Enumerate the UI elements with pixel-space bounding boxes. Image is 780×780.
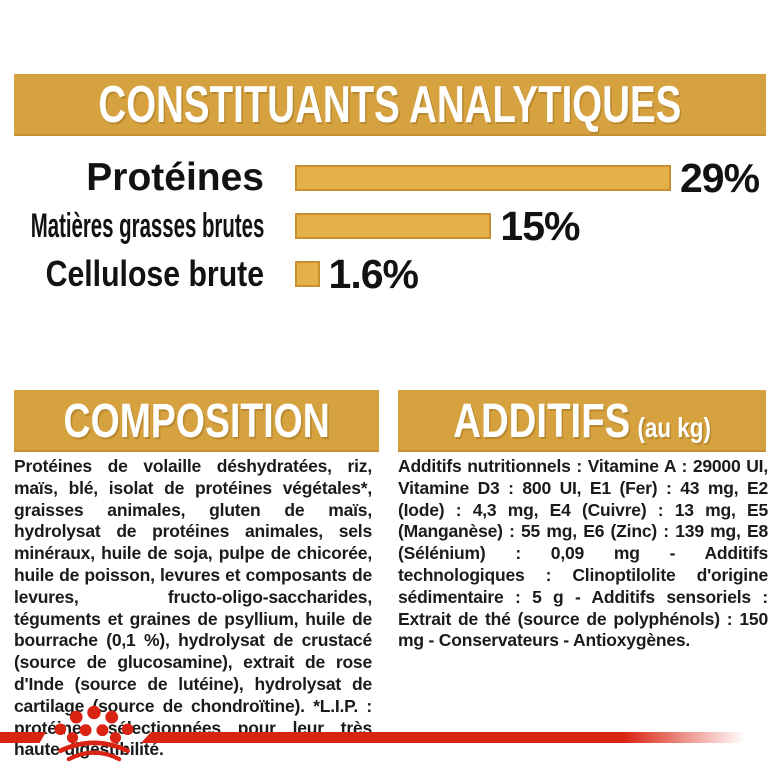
composition-banner: COMPOSITION <box>14 390 379 452</box>
additifs-banner: ADDITIFS (au kg) <box>398 390 766 452</box>
bar-label-matieres-grasses: Matières grasses brutes <box>30 207 264 245</box>
bar-label-proteines: Protéines <box>86 156 264 199</box>
additifs-text: Additifs nutritionnels : Vitamine A : 29… <box>398 456 768 651</box>
bar-proteines <box>295 165 671 191</box>
royal-canin-crown-logo <box>54 705 134 762</box>
bar-label-cellulose: Cellulose brute <box>45 253 264 294</box>
bar-value-proteines: 29% <box>680 155 760 201</box>
chart-row-cellulose: Cellulose brute 1.6% <box>0 251 780 297</box>
composition-text: Protéines de volaille déshydratées, riz,… <box>14 456 372 760</box>
bar-cellulose <box>295 261 320 287</box>
composition-heading: COMPOSITION <box>63 394 330 448</box>
additifs-heading-main: ADDITIFS <box>453 394 631 448</box>
chart-row-proteines: Protéines 29% <box>0 155 780 201</box>
bar-matieres-grasses <box>295 213 492 239</box>
analytical-constituents-title: CONSTITUANTS ANALYTIQUES <box>98 76 682 134</box>
additifs-heading-suffix: (au kg) <box>637 411 711 443</box>
bar-value-cellulose: 1.6% <box>328 251 419 297</box>
bar-value-matieres-grasses: 15% <box>500 203 580 249</box>
chart-row-matieres-grasses: Matières grasses brutes 15% <box>0 203 780 249</box>
red-divider-left <box>0 732 46 743</box>
analytical-constituents-banner: CONSTITUANTS ANALYTIQUES <box>14 74 766 136</box>
red-divider-right <box>141 732 745 743</box>
additifs-heading: ADDITIFS (au kg) <box>453 394 711 449</box>
